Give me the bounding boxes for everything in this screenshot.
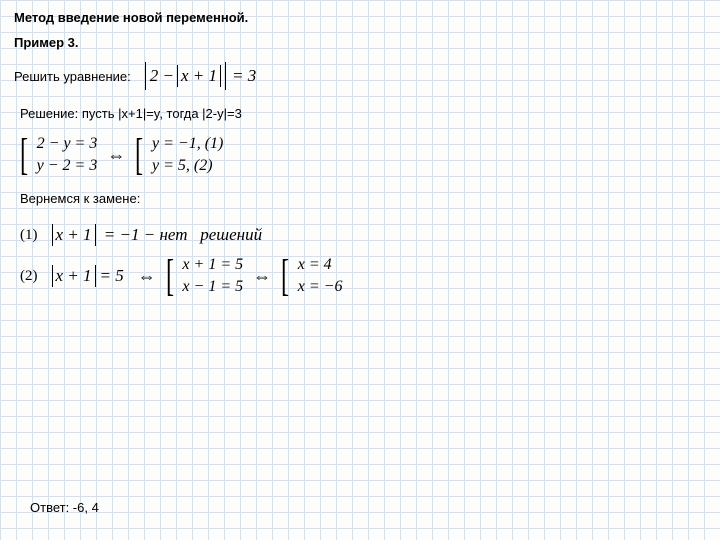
case-2: (2) x + 1 = 5 ⇔ [ x + 1 = 5 x − 1 = 5 ⇔ … — [20, 256, 706, 296]
bracket-icon: [ — [281, 257, 289, 295]
case1-num: (1) — [20, 227, 38, 244]
equation-row: Решить уравнение: 2 − x + 1 = 3 — [14, 62, 706, 90]
case2-mid2: x − 1 = 5 — [182, 278, 243, 296]
case2-mid1: x + 1 = 5 — [182, 256, 243, 274]
sys1r-row1: y = −1, (1) — [152, 135, 223, 153]
solve-label: Решить уравнение: — [14, 69, 131, 84]
answer: Ответ: -6, 4 — [30, 500, 99, 515]
example-label: Пример 3. — [14, 35, 706, 50]
main-equation: 2 − x + 1 = 3 — [145, 62, 257, 90]
sys1-row2: y − 2 = 3 — [37, 157, 98, 175]
solution-intro: Решение: пусть |x+1|=y, тогда |2-y|=3 — [20, 106, 706, 121]
sys1r-row2: y = 5, (2) — [152, 157, 223, 175]
equiv-icon: ⇔ — [253, 266, 271, 287]
case-1: (1) x + 1 = −1 − нет решений — [20, 224, 706, 246]
bracket-icon: [ — [20, 136, 28, 174]
equiv-icon: ⇔ — [138, 266, 156, 287]
case2-rhs1: x = 4 — [298, 256, 343, 274]
inner-abs: x + 1 — [181, 66, 217, 86]
eq-rhs: = 3 — [232, 66, 256, 86]
sys1-row1: 2 − y = 3 — [37, 135, 98, 153]
back-label: Вернемся к замене: — [20, 191, 706, 206]
page-title: Метод введение новой переменной. — [14, 10, 706, 25]
case2-rhs2: x = −6 — [298, 278, 343, 296]
bracket-icon: [ — [166, 257, 174, 295]
bracket-icon: [ — [135, 136, 143, 174]
outer-left: 2 − — [150, 66, 174, 86]
system-block-1: [ 2 − y = 3 y − 2 = 3 ⇔ [ y = −1, (1) y … — [20, 135, 706, 175]
equiv-icon: ⇔ — [107, 145, 125, 166]
case2-num: (2) — [20, 268, 38, 285]
